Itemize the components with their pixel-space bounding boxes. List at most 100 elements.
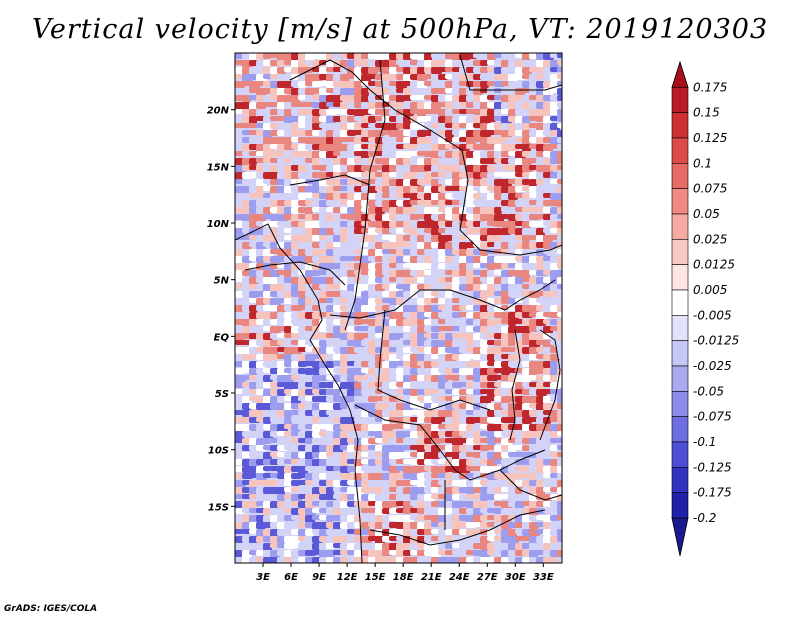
field-cell: [508, 186, 516, 194]
colorbar-swatch: [671, 289, 689, 316]
field-cell: [284, 200, 292, 206]
field-cell: [270, 431, 278, 437]
field-cell: [487, 557, 495, 563]
field-cell: [263, 452, 272, 460]
field-cell: [284, 424, 293, 429]
field-cell: [557, 529, 562, 537]
field-cell: [256, 333, 264, 341]
field-cell: [312, 424, 320, 432]
field-cell: [235, 137, 243, 145]
field-cell: [235, 550, 243, 557]
field-cell: [480, 312, 489, 319]
field-cell: [284, 452, 292, 460]
field-cell: [340, 116, 349, 121]
field-cell: [312, 543, 320, 550]
field-cell: [466, 396, 475, 404]
field-cell: [501, 452, 510, 458]
field-cell: [242, 179, 250, 186]
field-cell: [319, 228, 327, 236]
field-cell: [487, 193, 496, 201]
field-cell: [326, 144, 335, 151]
field-cell: [480, 214, 489, 221]
field-cell: [522, 326, 530, 334]
field-cell: [368, 284, 376, 291]
field-cell: [256, 123, 264, 128]
colorbar-min-arrow: [671, 517, 689, 557]
field-cell: [417, 235, 425, 243]
field-cell: [480, 501, 488, 508]
field-cell: [291, 333, 300, 338]
field-cell: [270, 158, 279, 163]
field-cell: [389, 242, 398, 248]
field-cell: [487, 123, 495, 131]
field-cell: [291, 214, 299, 222]
field-cell: [543, 333, 551, 339]
field-cell: [431, 74, 440, 81]
field-cell: [501, 214, 509, 219]
field-cell: [333, 452, 342, 460]
field-cell: [361, 473, 369, 479]
field-cell: [536, 151, 544, 157]
field-cell: [319, 543, 327, 551]
field-cell: [550, 319, 558, 325]
lat-tick-label: 15N: [207, 162, 230, 173]
field-cell: [452, 228, 460, 233]
field-cell: [305, 256, 314, 263]
field-cell: [445, 347, 454, 353]
field-cell: [550, 459, 559, 467]
field-cell: [417, 452, 426, 460]
field-cell: [298, 228, 306, 234]
field-cell: [249, 305, 258, 312]
field-cell: [452, 459, 461, 467]
field-cell: [305, 431, 313, 439]
field-cell: [508, 137, 516, 143]
field-cell: [389, 158, 397, 166]
field-cell: [403, 494, 411, 502]
field-cell: [529, 347, 538, 355]
field-cell: [277, 389, 286, 396]
field-cell: [417, 424, 425, 432]
field-cell: [270, 207, 278, 213]
field-cell: [368, 235, 377, 243]
field-cell: [326, 522, 334, 528]
field-cell: [312, 158, 321, 165]
field-cell: [368, 298, 376, 306]
field-cell: [466, 382, 474, 388]
field-cell: [487, 487, 495, 494]
colorbar-level-label: -0.175: [693, 486, 732, 500]
field-cell: [522, 445, 530, 451]
field-cell: [312, 382, 321, 389]
field-cell: [305, 221, 313, 229]
field-cell: [417, 291, 426, 298]
field-cell: [445, 102, 454, 110]
colorbar-swatch: [671, 264, 689, 291]
field-cell: [557, 214, 562, 219]
field-cell: [487, 200, 496, 207]
field-cell: [557, 116, 562, 122]
field-cell: [277, 494, 285, 501]
field-cell: [487, 109, 495, 117]
field-cell: [494, 186, 502, 194]
field-cell: [396, 291, 405, 297]
field-cell: [312, 326, 320, 332]
lat-tick-label: 5N: [214, 276, 230, 287]
field-cell: [557, 410, 562, 418]
field-cell: [396, 165, 404, 173]
field-cell: [284, 319, 293, 327]
field-cell: [256, 235, 264, 243]
field-cell: [557, 235, 562, 243]
field-cell: [417, 179, 425, 185]
field-cell: [487, 410, 495, 417]
field-cell: [403, 326, 411, 332]
field-cell: [298, 396, 307, 401]
field-cell: [550, 445, 558, 451]
field-cell: [396, 95, 404, 103]
field-cell: [403, 95, 412, 101]
field-cell: [466, 347, 474, 352]
field-cell: [403, 200, 412, 207]
field-cell: [445, 242, 453, 250]
field-cell: [487, 137, 495, 144]
field-cell: [333, 256, 341, 261]
field-cell: [249, 410, 257, 417]
field-cell: [410, 88, 418, 94]
